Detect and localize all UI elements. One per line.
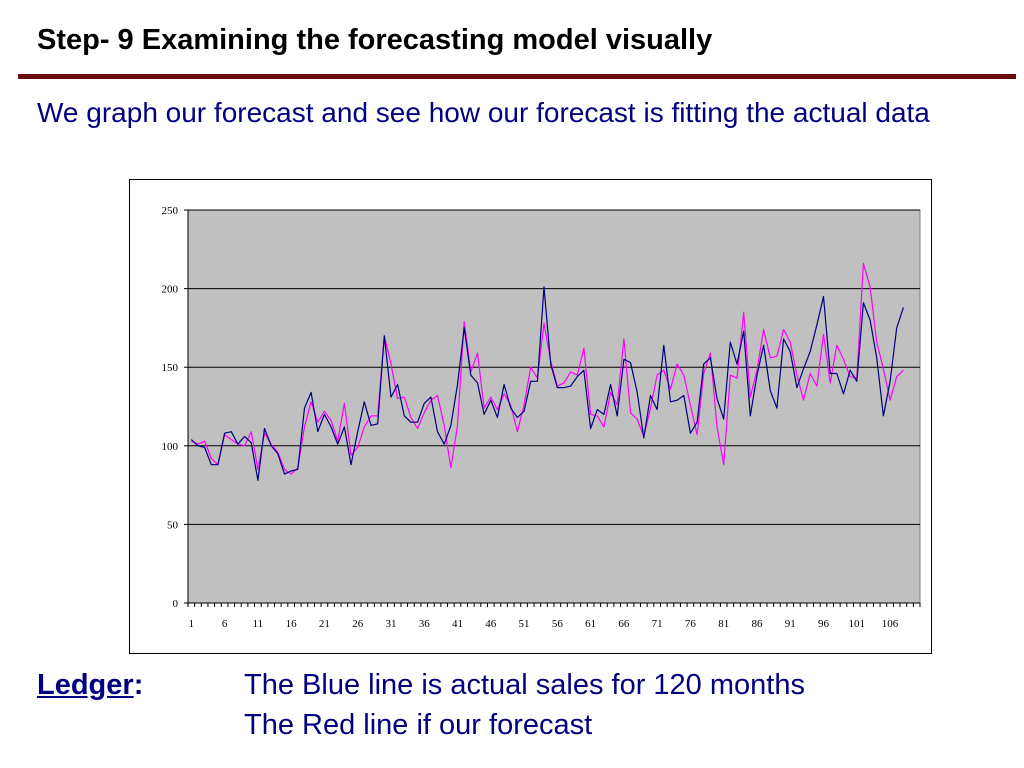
x-tick-label: 36 [419, 618, 431, 630]
x-tick-label: 71 [652, 618, 663, 630]
x-tick-label: 66 [618, 618, 630, 630]
x-tick-label: 76 [685, 618, 697, 630]
x-tick-label: 31 [385, 618, 396, 630]
x-tick-label: 96 [818, 618, 830, 630]
x-tick-label: 56 [552, 618, 564, 630]
x-tick-label: 106 [882, 618, 899, 630]
title-divider [18, 74, 1016, 79]
x-tick-label: 16 [286, 618, 298, 630]
y-tick-label: 50 [167, 519, 179, 531]
ledger-label: Ledger: [37, 669, 143, 702]
actual-sales-line [190, 286, 904, 481]
x-tick-label: 21 [319, 618, 330, 630]
x-tick-label: 11 [253, 618, 264, 630]
plot-area [187, 209, 921, 604]
x-tick-label: 6 [222, 618, 228, 630]
x-tick-label: 26 [352, 618, 364, 630]
x-tick-label: 61 [585, 618, 596, 630]
y-tick-label: 250 [162, 205, 179, 217]
ledger-colon: : [133, 669, 144, 701]
x-tick-label: 101 [849, 618, 866, 630]
ledger-actual-description: The Blue line is actual sales for 120 mo… [244, 669, 805, 701]
y-tick-label: 100 [162, 441, 179, 453]
forecast-line [191, 262, 904, 475]
y-tick-label: 150 [162, 362, 179, 374]
x-tick-label: 46 [485, 618, 497, 630]
ledger-forecast-description: The Red line if our forecast [244, 709, 593, 741]
slide-title: Step- 9 Examining the forecasting model … [37, 24, 713, 56]
ledger-word: Ledger [37, 669, 134, 701]
x-tick-label: 51 [519, 618, 530, 630]
x-tick-label: 41 [452, 618, 463, 630]
x-tick-label: 1 [189, 618, 195, 630]
intro-text: We graph our forecast and see how our fo… [37, 97, 930, 128]
x-tick-label: 86 [751, 618, 763, 630]
y-tick-label: 200 [162, 284, 179, 296]
y-tick-label: 0 [173, 598, 179, 610]
x-tick-label: 81 [718, 618, 729, 630]
x-tick-label: 91 [785, 618, 796, 630]
forecast-chart: 0 50 100 150 200 250 1 6 11 16 21 26 31 36 41 46 51 56 61 6… [129, 179, 932, 654]
